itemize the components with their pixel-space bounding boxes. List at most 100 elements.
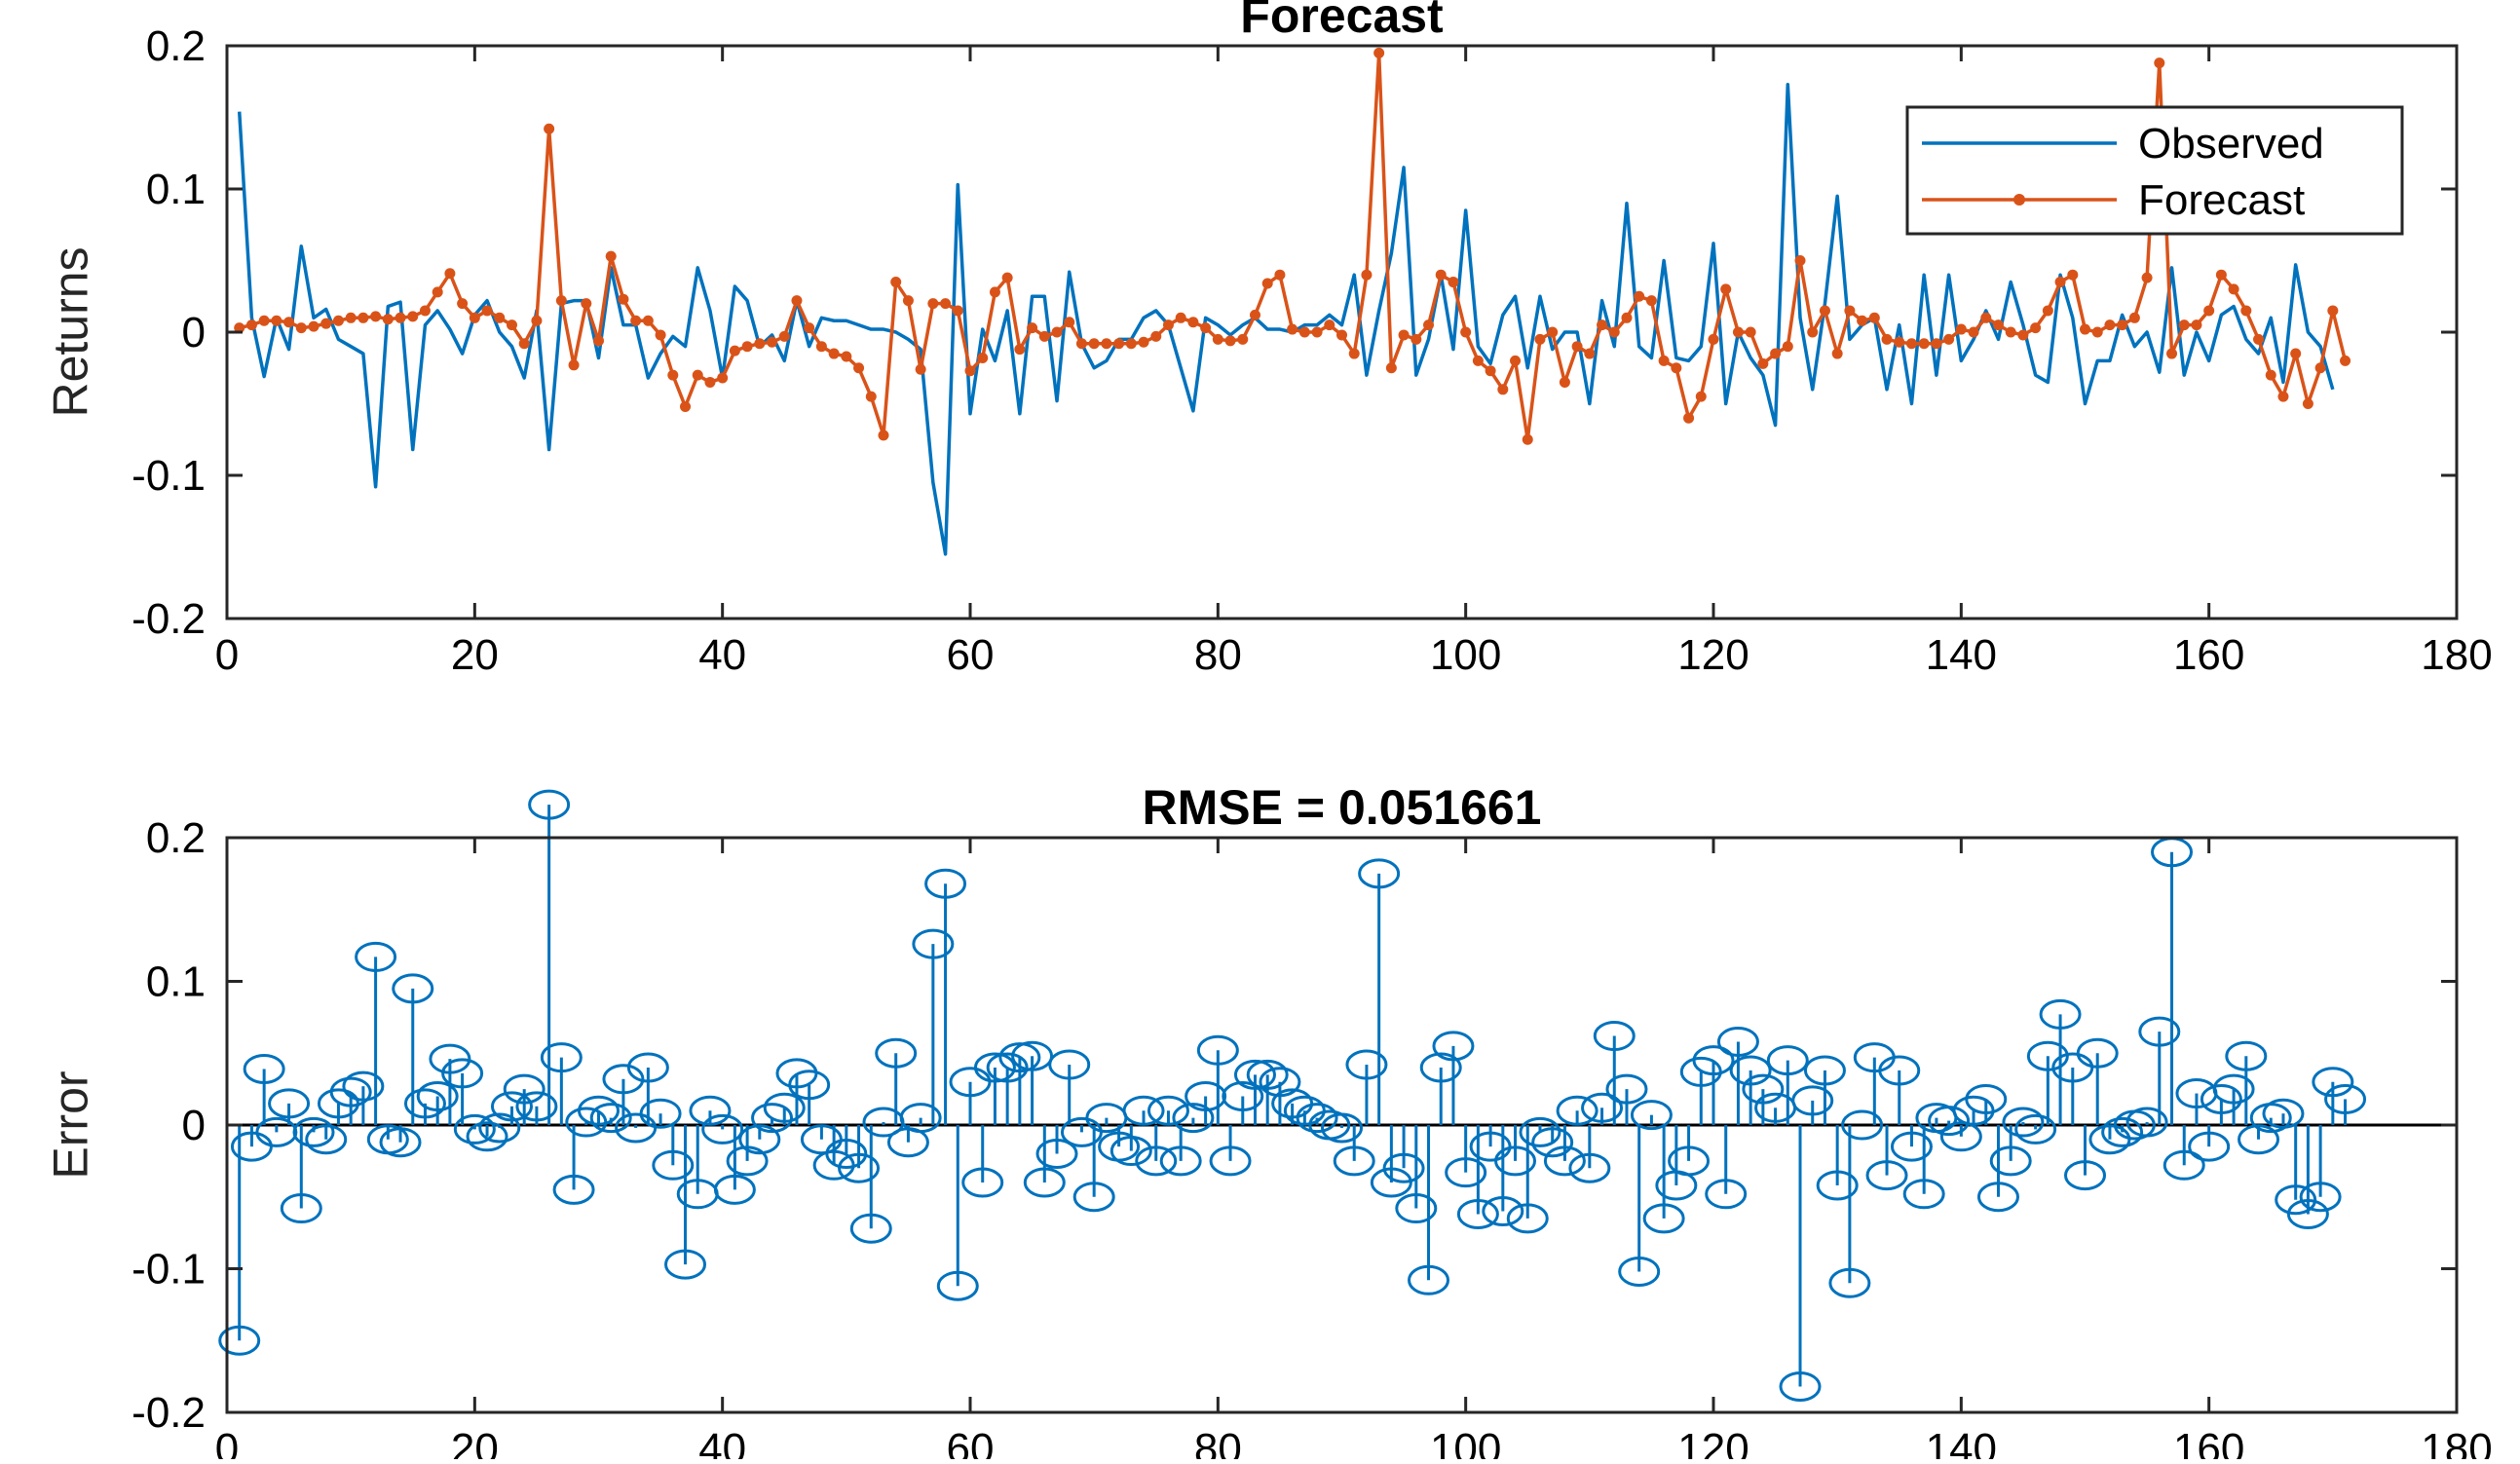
error-marker — [1816, 1170, 1859, 1201]
forecast-point — [630, 315, 642, 326]
error-marker — [825, 1139, 868, 1169]
error-marker — [1370, 1167, 1412, 1198]
error-marker — [355, 941, 397, 972]
forecast-point — [2128, 312, 2140, 323]
forecast-point — [1472, 355, 1484, 366]
forecast-point — [1113, 338, 1125, 350]
forecast-point — [1150, 330, 1162, 342]
error-marker — [1543, 1145, 1586, 1177]
forecast-point — [902, 295, 914, 307]
forecast-point — [1708, 333, 1719, 345]
forecast-point — [2340, 355, 2351, 366]
error-marker — [2299, 1182, 2342, 1213]
forecast-point — [1348, 348, 1360, 359]
error-marker — [1135, 1145, 1178, 1177]
forecast-point — [1187, 317, 1199, 328]
y-tick-label: 0.2 — [146, 22, 206, 70]
forecast-point — [977, 352, 989, 363]
error-marker — [2324, 1083, 2367, 1114]
error-marker — [1482, 1196, 1524, 1226]
error-marker — [441, 1058, 484, 1089]
forecast-point — [1881, 333, 1893, 345]
error-marker — [329, 1076, 372, 1107]
error-marker — [973, 1052, 1016, 1083]
forecast-point — [2314, 362, 2326, 374]
error-marker — [1222, 1081, 1264, 1111]
forecast-point — [1571, 341, 1583, 353]
forecast-point — [1101, 338, 1112, 350]
forecast-point — [804, 322, 815, 334]
error-marker — [986, 1052, 1029, 1083]
error-marker — [1642, 1203, 1685, 1234]
x-tick-label: 40 — [698, 1425, 746, 1459]
error-marker — [602, 1064, 645, 1095]
error-marker — [1321, 1112, 1363, 1144]
forecast-point — [2215, 269, 2227, 281]
forecast-point — [878, 430, 889, 441]
error-marker — [1259, 1067, 1301, 1098]
error-marker — [1989, 1145, 2032, 1177]
legend: Observed Forecast — [1905, 105, 2404, 236]
forecast-point — [618, 293, 629, 305]
forecast-point — [2290, 348, 2302, 359]
error-marker — [738, 1124, 781, 1155]
forecast-point — [2265, 369, 2276, 381]
forecast-point — [457, 298, 469, 310]
forecast-point — [370, 311, 382, 322]
error-marker — [292, 1116, 335, 1147]
forecast-point — [1361, 269, 1373, 281]
forecast-series-layer — [234, 47, 2351, 556]
error-marker — [2101, 1116, 2144, 1147]
forecast-point — [469, 312, 480, 323]
error-marker — [936, 1270, 979, 1301]
forecast-point — [1955, 323, 1967, 335]
error-marker — [1841, 1109, 1884, 1141]
forecast-point — [1831, 348, 1843, 359]
x-tick-label: 20 — [451, 1425, 499, 1459]
error-axes: RMSE = 0.051661 Error 0 20 40 60 80 100 120 140… — [44, 780, 2493, 1464]
error-marker — [2238, 1124, 2280, 1155]
forecast-point — [1645, 295, 1657, 307]
x-tick-label: 0 — [215, 1425, 239, 1459]
error-title: RMSE = 0.051661 — [1143, 780, 1542, 835]
forecast-point — [2117, 319, 2128, 331]
forecast-point — [345, 312, 357, 323]
error-marker — [2200, 1083, 2242, 1114]
forecast-point — [2005, 326, 2016, 338]
error-marker — [1779, 1370, 1822, 1402]
forecast-point — [518, 338, 530, 350]
error-marker — [2039, 998, 2082, 1030]
error-marker — [280, 1193, 322, 1224]
error-marker — [924, 868, 967, 899]
forecast-point — [1051, 326, 1063, 338]
forecast-point — [531, 315, 543, 326]
error-marker — [1519, 1116, 1561, 1147]
forecast-point — [1497, 384, 1509, 395]
forecast-point — [1992, 319, 2004, 331]
forecast-point — [1200, 322, 1212, 334]
error-marker — [1581, 1092, 1624, 1123]
forecast-point — [767, 336, 778, 348]
error-marker — [689, 1095, 732, 1126]
forecast-point — [320, 318, 332, 329]
forecast-point — [357, 312, 369, 323]
forecast-point — [1819, 305, 1830, 317]
forecast-point — [1857, 315, 1868, 326]
error-marker — [2138, 1016, 2181, 1047]
x-tick-label: 140 — [1926, 1425, 1997, 1459]
error-marker — [515, 1091, 558, 1122]
error-marker — [1196, 1034, 1239, 1066]
forecast-point — [1298, 326, 1310, 338]
error-marker — [268, 1088, 311, 1119]
error-marker — [1445, 1157, 1487, 1188]
forecast-point — [927, 298, 939, 310]
x-tick-label: 60 — [947, 1425, 995, 1459]
error-marker — [552, 1174, 595, 1205]
error-marker — [2163, 1149, 2205, 1181]
forecast-point — [1522, 433, 1533, 445]
error-marker — [652, 1149, 695, 1181]
forecast-point — [2091, 326, 2103, 338]
x-tick-label: 160 — [2173, 631, 2244, 679]
error-marker — [1506, 1203, 1549, 1234]
error-marker — [2064, 1160, 2106, 1191]
